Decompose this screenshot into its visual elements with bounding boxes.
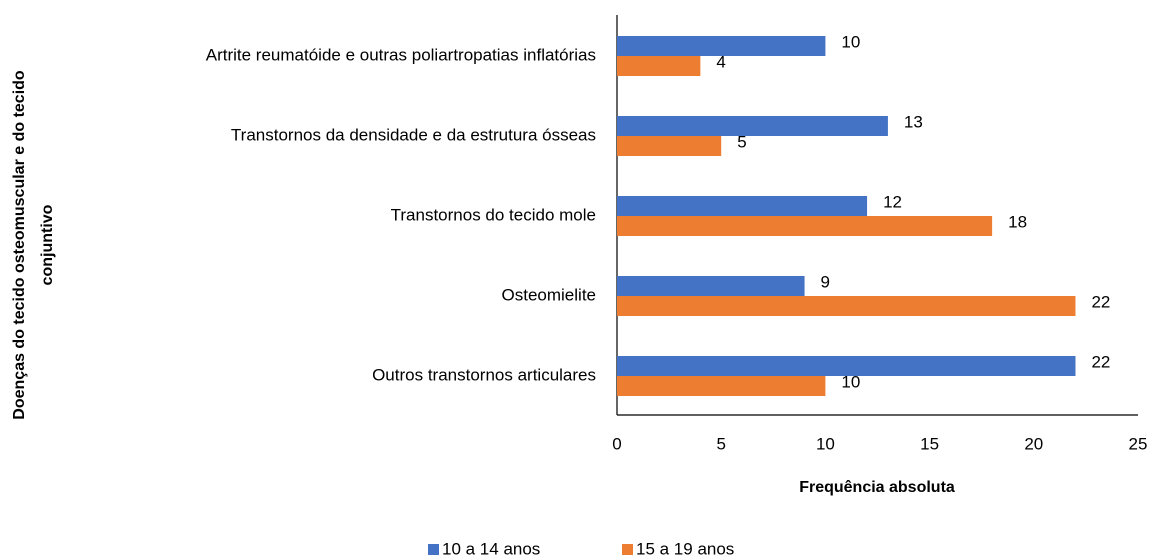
legend-label: 10 a 14 anos (442, 539, 540, 558)
bar (617, 216, 993, 236)
value-label: 10 (841, 32, 860, 51)
x-tick-label: 20 (1024, 434, 1043, 453)
y-axis-label-group: Doenças do tecido osteomuscular e do tec… (11, 70, 56, 420)
x-tick-label: 25 (1129, 434, 1148, 453)
value-label: 9 (821, 272, 830, 291)
x-tick-label: 15 (920, 434, 939, 453)
bar (617, 276, 805, 296)
x-tick-label: 10 (816, 434, 835, 453)
value-label: 22 (1091, 292, 1110, 311)
x-tick-label: 0 (612, 434, 621, 453)
bar (617, 356, 1076, 376)
x-tick-label: 5 (716, 434, 725, 453)
y-tick-label: Transtornos do tecido mole (391, 205, 596, 224)
bar (617, 56, 701, 76)
x-axis-label: Frequência absoluta (799, 479, 955, 496)
y-tick-label: Artrite reumatóide e outras poliartropat… (206, 45, 596, 64)
value-label: 10 (841, 372, 860, 391)
value-label: 22 (1091, 352, 1110, 371)
value-label: 5 (737, 132, 746, 151)
bar (617, 196, 868, 216)
value-label: 4 (716, 52, 725, 71)
bar (617, 376, 826, 396)
y-axis-label: conjuntivo (39, 204, 56, 285)
legend-swatch (428, 544, 439, 555)
legend-swatch (622, 544, 633, 555)
bar (617, 296, 1076, 316)
bar (617, 116, 888, 136)
legend-label: 15 a 19 anos (636, 539, 734, 558)
y-tick-label: Transtornos da densidade e da estrutura … (231, 125, 596, 144)
y-axis-label: Doenças do tecido osteomuscular e do tec… (11, 70, 28, 420)
value-label: 12 (883, 192, 902, 211)
bar (617, 36, 826, 56)
value-label: 13 (904, 112, 923, 131)
y-tick-label: Outros transtornos articulares (372, 365, 596, 384)
bar (617, 136, 722, 156)
value-label: 18 (1008, 212, 1027, 231)
y-tick-label: Osteomielite (502, 285, 596, 304)
